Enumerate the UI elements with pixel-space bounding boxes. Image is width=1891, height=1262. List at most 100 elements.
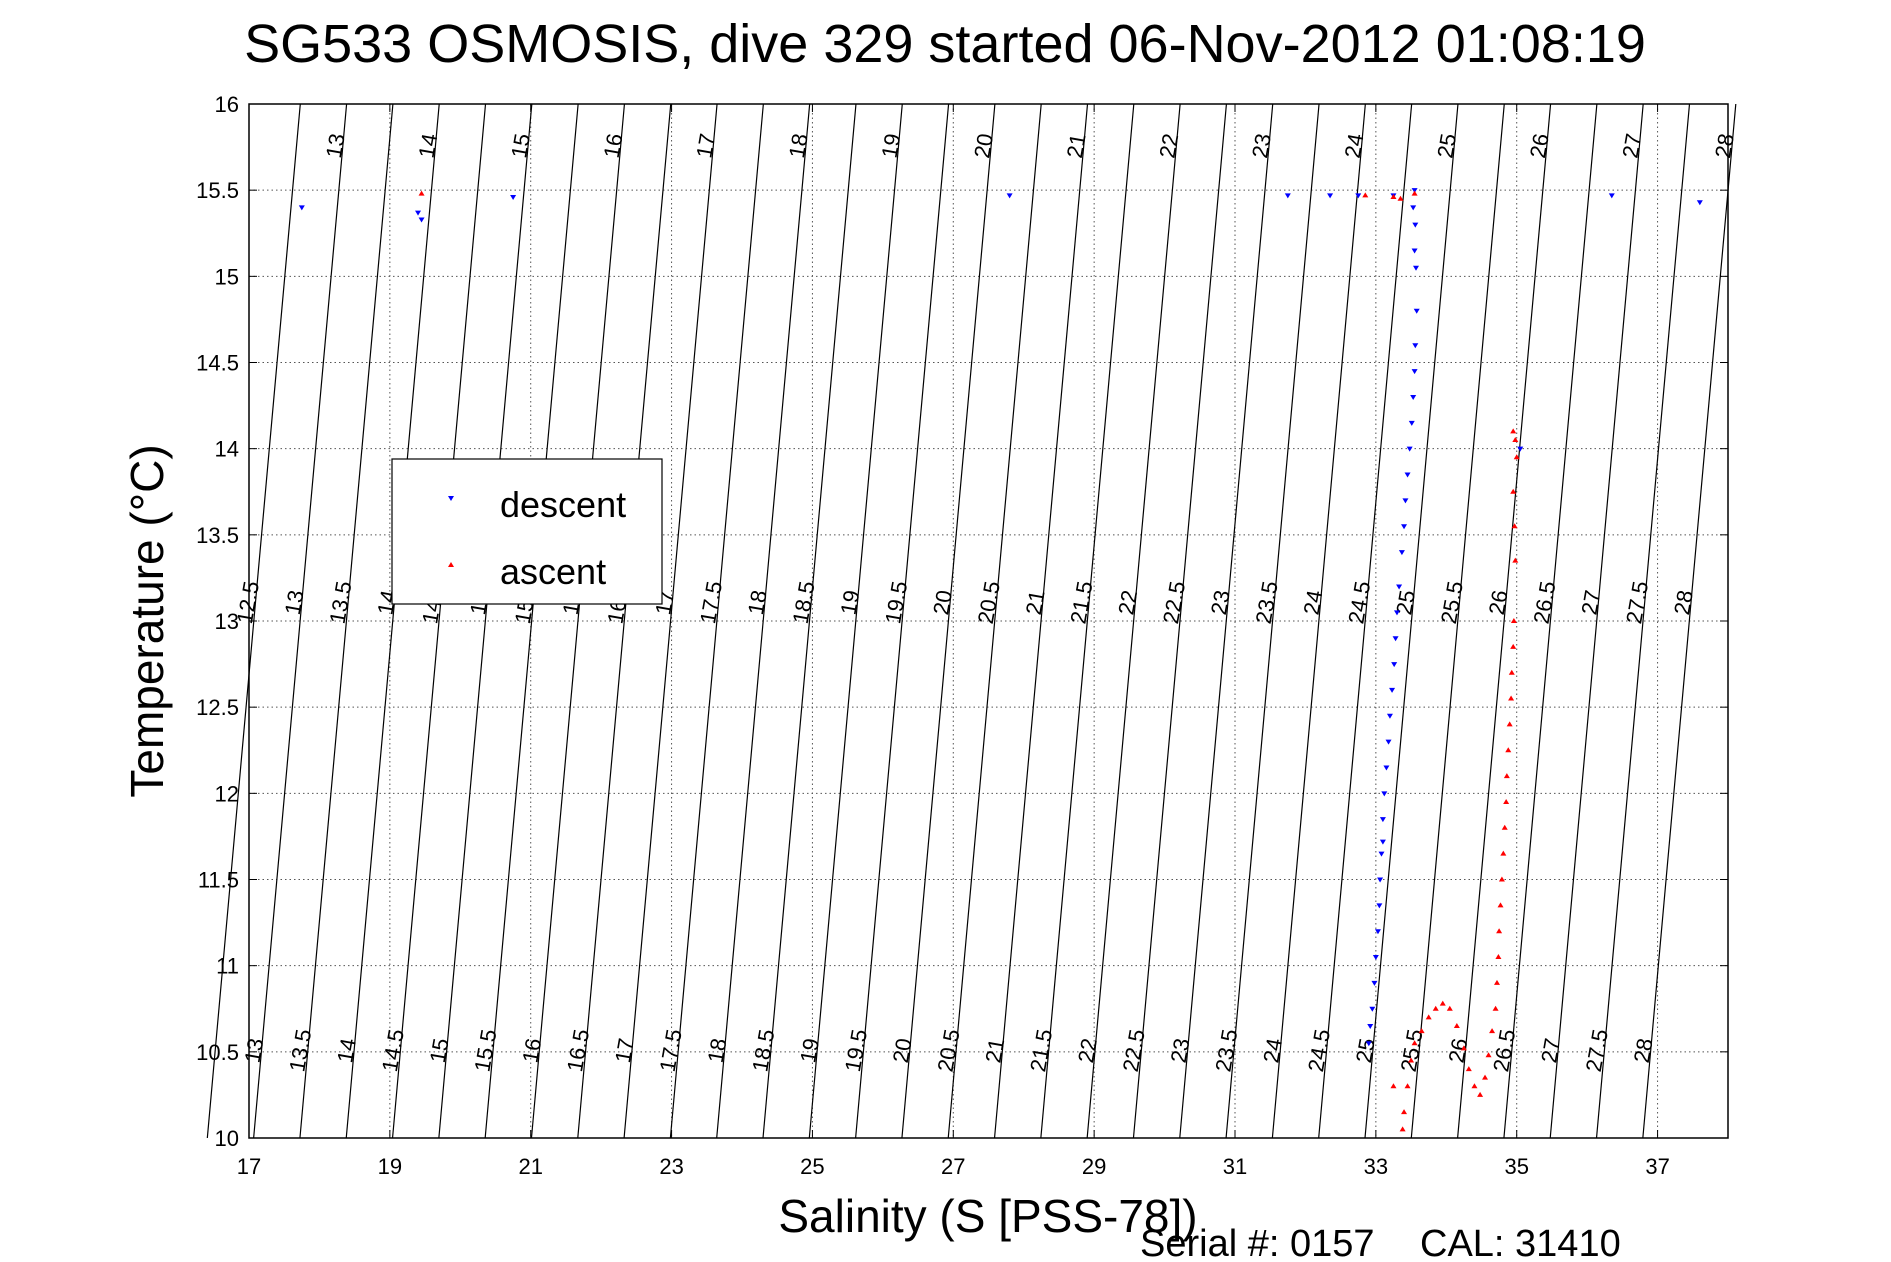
contour-label-bottom: 27.5 (1581, 1027, 1613, 1074)
contour-label-bottom: 13.5 (284, 1027, 316, 1074)
ascent-point (1511, 523, 1518, 529)
density-contour-line (669, 103, 764, 1139)
density-contour-line (623, 103, 718, 1139)
ascent-point (1492, 1005, 1499, 1011)
ascent-point (1408, 1057, 1415, 1063)
density-contour-line (1364, 103, 1459, 1139)
density-contour-line (391, 103, 487, 1139)
ascent-point (1512, 557, 1519, 563)
contour-label-bottom: 28 (1629, 1036, 1658, 1064)
descent-point (1284, 193, 1291, 199)
contour-label-top: 20 (969, 132, 998, 160)
ascent-point (1482, 1074, 1489, 1080)
density-contour-line (1457, 103, 1552, 1139)
density-contour-line (438, 103, 533, 1139)
ascent-point (1432, 1005, 1439, 1011)
descent-point (1377, 877, 1384, 883)
y-tick-label: 11.5 (198, 868, 239, 893)
y-tick-label: 12 (215, 781, 239, 806)
ascent-point (1477, 1091, 1484, 1097)
legend-descent-label: descent (500, 484, 626, 525)
density-contour-line (1040, 103, 1135, 1139)
contour-label-bottom: 21 (980, 1036, 1009, 1064)
x-tick-label: 29 (1082, 1154, 1106, 1179)
footer-cal: CAL: 31410 (1420, 1223, 1621, 1262)
descent-point (1412, 343, 1419, 349)
x-tick-label: 25 (800, 1154, 824, 1179)
legend-box (391, 458, 663, 605)
contour-label-top: 17 (691, 132, 720, 160)
ascent-point (1390, 194, 1397, 200)
contour-label-bottom: 16 (517, 1036, 546, 1064)
y-axis-label: Temperature (°C) (121, 444, 173, 797)
descent-point (1386, 713, 1393, 719)
legend-ascent-label: ascent (500, 551, 606, 592)
descent-point (1398, 550, 1405, 556)
ascent-point (1439, 1000, 1446, 1006)
density-contour-line (947, 103, 1042, 1139)
contour-label-bottom: 23 (1166, 1036, 1195, 1064)
ascent-point (1397, 195, 1404, 201)
contour-label-top: 13 (321, 132, 350, 160)
y-axis-ticks: 10 10.5 11 11.5 12 12.5 13 13.5 14 14.5 15 15.5 16 (196, 92, 1728, 1151)
ascent-point (1411, 190, 1418, 196)
ascent-point (1496, 928, 1503, 934)
density-contour-line (808, 103, 903, 1139)
contour-label-bottom: 19 (795, 1036, 824, 1064)
descent-point (1355, 193, 1362, 199)
y-tick-label: 13.5 (196, 523, 239, 548)
contour-label-middle: 23 (1206, 588, 1235, 616)
ascent-point (1506, 721, 1513, 727)
descent-point (1406, 446, 1413, 452)
contour-label-middle: 18 (743, 588, 772, 616)
x-tick-label: 19 (378, 1154, 402, 1179)
contour-label-bottom: 24 (1258, 1036, 1287, 1064)
descent-point (1389, 687, 1396, 693)
descent-point (1517, 446, 1524, 452)
contour-label-top: 18 (784, 132, 813, 160)
contour-label-middle: 13 (280, 588, 309, 616)
density-contour-line (1179, 103, 1274, 1139)
contour-label-middle: 26.5 (1529, 579, 1561, 626)
density-contour-line (1549, 103, 1644, 1139)
density-contour-line (1225, 103, 1320, 1139)
ascent-point (1460, 1045, 1467, 1051)
y-tick-label: 10 (215, 1126, 239, 1151)
y-tick-label: 13 (215, 609, 239, 634)
data-points (298, 188, 1703, 1132)
contour-label-middle: 24 (1299, 588, 1328, 616)
ascent-point (1411, 1040, 1418, 1046)
descent-point (1608, 193, 1615, 199)
density-contour-line (1086, 103, 1181, 1139)
ascent-point (1501, 824, 1508, 830)
contour-label-middle: 28 (1669, 588, 1698, 616)
contour-label-top: 22 (1154, 132, 1183, 160)
descent-point (1327, 193, 1334, 199)
density-contour-line (901, 103, 996, 1139)
descent-point (1379, 817, 1386, 823)
x-tick-label: 27 (941, 1154, 965, 1179)
descent-point (1391, 662, 1398, 668)
ascent-point (1512, 437, 1519, 443)
descent-point (1006, 193, 1013, 199)
descent-point (1371, 980, 1378, 986)
x-tick-label: 21 (518, 1154, 542, 1179)
y-tick-label: 15 (215, 264, 239, 289)
density-contour-line (1595, 103, 1691, 1139)
density-contour-line (253, 103, 348, 1139)
x-axis-label: Salinity (S [PSS-78]) (778, 1190, 1197, 1242)
descent-point (1385, 739, 1392, 745)
contour-label-bottom: 13 (240, 1036, 269, 1064)
descent-point (1696, 200, 1703, 206)
descent-point (510, 195, 517, 201)
contour-label-bottom: 17 (610, 1036, 639, 1064)
descent-point (1411, 369, 1418, 375)
contour-label-bottom: 25.5 (1396, 1027, 1428, 1074)
ascent-point (1493, 979, 1500, 985)
descent-point (418, 217, 425, 223)
density-contour-line (716, 103, 811, 1139)
contour-label-top: 21 (1062, 132, 1091, 160)
ascent-point (1401, 1109, 1408, 1115)
contour-label-middle: 24.5 (1343, 579, 1375, 626)
